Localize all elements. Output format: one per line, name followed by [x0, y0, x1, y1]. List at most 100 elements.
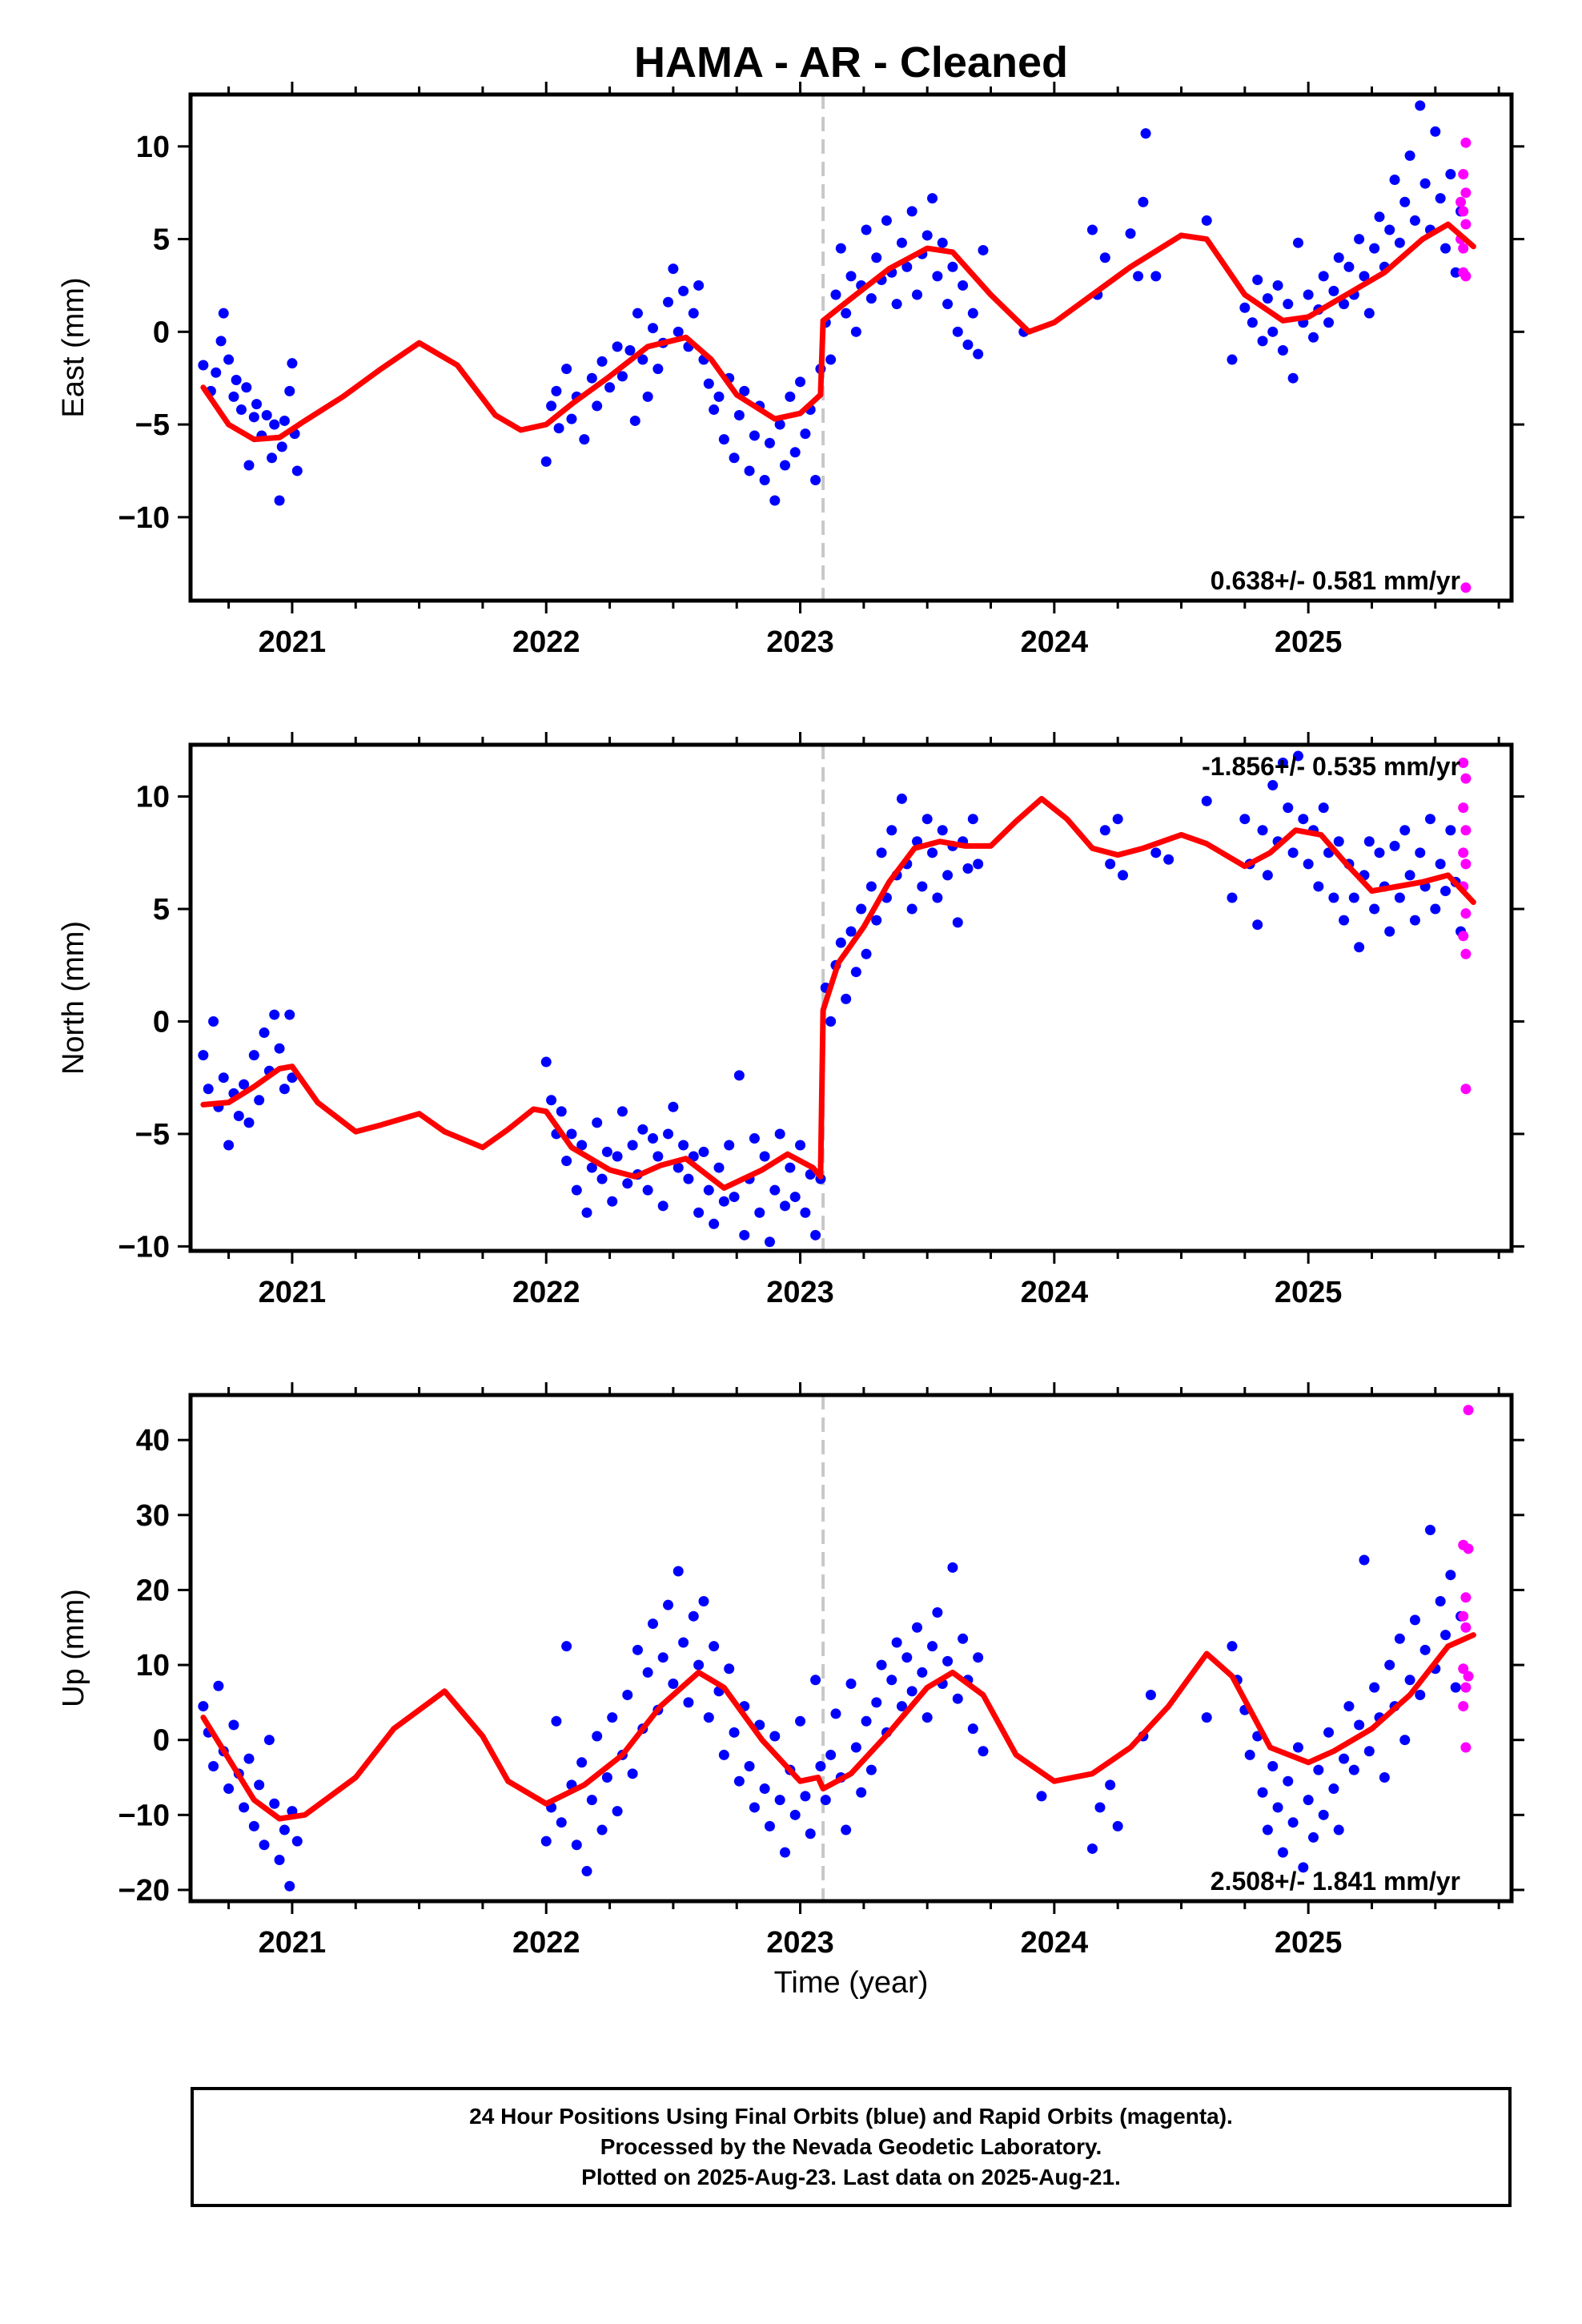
- north-rapid-point: [1458, 802, 1469, 814]
- east-final-point: [744, 465, 755, 476]
- north-final-point: [733, 1070, 745, 1081]
- up-final-point: [1359, 1554, 1370, 1566]
- up-final-point: [764, 1820, 775, 1831]
- north-final-point: [287, 1072, 298, 1084]
- up-final-point: [627, 1768, 638, 1779]
- up-final-point: [208, 1760, 219, 1771]
- up-final-point: [815, 1760, 826, 1771]
- north-final-point: [198, 1050, 209, 1061]
- up-final-point: [774, 1795, 785, 1806]
- east-final-point: [830, 289, 841, 300]
- up-final-point: [269, 1798, 280, 1809]
- up-final-point: [942, 1655, 954, 1667]
- up-final-point: [198, 1701, 209, 1712]
- east-final-point: [1369, 243, 1380, 254]
- up-final-point: [678, 1637, 689, 1648]
- east-final-point: [1440, 243, 1451, 254]
- caption-line-2: Processed by the Nevada Geodetic Laborat…: [600, 2134, 1102, 2159]
- north-final-point: [759, 1151, 770, 1162]
- north-final-point: [1328, 892, 1339, 903]
- up-final-point: [1086, 1843, 1098, 1854]
- up-rapid-point: [1460, 1592, 1472, 1603]
- east-y-tick-label: −10: [118, 501, 170, 535]
- up-y-tick-label: −20: [118, 1874, 170, 1908]
- up-y-tick-label: 0: [153, 1724, 170, 1758]
- up-final-point: [1419, 1644, 1431, 1655]
- east-x-tick-label: 2023: [766, 625, 834, 659]
- north-final-point: [927, 847, 938, 858]
- up-final-point: [1303, 1795, 1314, 1806]
- north-final-point: [876, 847, 887, 858]
- east-final-point: [759, 475, 770, 486]
- east-final-point: [1323, 317, 1335, 328]
- up-final-point: [1262, 1824, 1273, 1835]
- east-final-point: [901, 261, 913, 272]
- north-final-point: [713, 1162, 725, 1173]
- north-final-point: [1267, 780, 1279, 791]
- east-final-point: [1354, 234, 1365, 245]
- up-final-point: [622, 1690, 633, 1701]
- up-final-point: [912, 1622, 922, 1633]
- east-final-point: [1359, 271, 1370, 282]
- east-final-point: [1140, 128, 1151, 139]
- up-final-point: [780, 1847, 790, 1858]
- north-rapid-point: [1458, 757, 1469, 768]
- east-final-point: [962, 340, 974, 351]
- east-final-point: [709, 404, 720, 416]
- east-final-point: [251, 399, 262, 410]
- east-final-point: [780, 460, 790, 471]
- up-final-point: [556, 1817, 567, 1828]
- up-final-point: [978, 1746, 989, 1757]
- north-final-point: [1292, 750, 1303, 762]
- up-final-point: [540, 1835, 552, 1847]
- north-final-point: [1118, 870, 1129, 881]
- up-final-point: [967, 1723, 978, 1735]
- up-final-point: [1333, 1824, 1344, 1835]
- north-final-point: [1313, 881, 1324, 892]
- up-final-point: [284, 1880, 295, 1892]
- east-final-point: [243, 460, 255, 471]
- north-final-point: [896, 793, 907, 804]
- up-rapid-point: [1458, 1663, 1469, 1675]
- east-y-tick-label: 5: [153, 223, 170, 257]
- up-final-point: [223, 1783, 235, 1795]
- up-final-point: [1244, 1749, 1255, 1760]
- north-final-point: [657, 1200, 669, 1212]
- north-final-point: [856, 903, 867, 915]
- north-final-point: [1415, 847, 1426, 858]
- north-final-point: [795, 1140, 806, 1151]
- east-final-point: [540, 456, 552, 467]
- up-final-point: [274, 1855, 285, 1866]
- east-final-point: [673, 326, 684, 337]
- up-rapid-point: [1463, 1543, 1474, 1554]
- up-rapid-point: [1460, 1622, 1472, 1633]
- up-final-point: [789, 1809, 801, 1820]
- east-final-point: [1404, 150, 1415, 161]
- north-rapid-point: [1458, 931, 1469, 942]
- up-final-point: [744, 1760, 755, 1771]
- up-final-point: [239, 1802, 250, 1813]
- up-y-tick-label: 30: [136, 1499, 170, 1533]
- up-final-point: [1450, 1682, 1461, 1693]
- up-final-point: [1339, 1753, 1350, 1764]
- east-final-point: [739, 385, 750, 396]
- north-final-point: [284, 1009, 295, 1020]
- up-final-point: [1363, 1746, 1375, 1757]
- east-final-point: [967, 308, 978, 319]
- east-x-tick-label: 2025: [1275, 625, 1343, 659]
- north-plot-frame: [188, 742, 1514, 1253]
- east-final-point: [789, 447, 801, 458]
- up-final-point: [841, 1824, 852, 1835]
- up-final-point: [1394, 1633, 1405, 1644]
- north-final-point: [637, 1124, 648, 1135]
- north-final-point: [571, 1184, 582, 1196]
- east-final-point: [586, 372, 597, 384]
- up-rapid-point: [1460, 1742, 1472, 1753]
- north-final-point: [865, 881, 877, 892]
- east-final-point: [733, 409, 745, 420]
- up-final-point: [861, 1715, 872, 1727]
- east-final-point: [688, 308, 699, 319]
- north-x-tick-label: 2023: [766, 1276, 834, 1309]
- north-final-point: [1399, 825, 1411, 836]
